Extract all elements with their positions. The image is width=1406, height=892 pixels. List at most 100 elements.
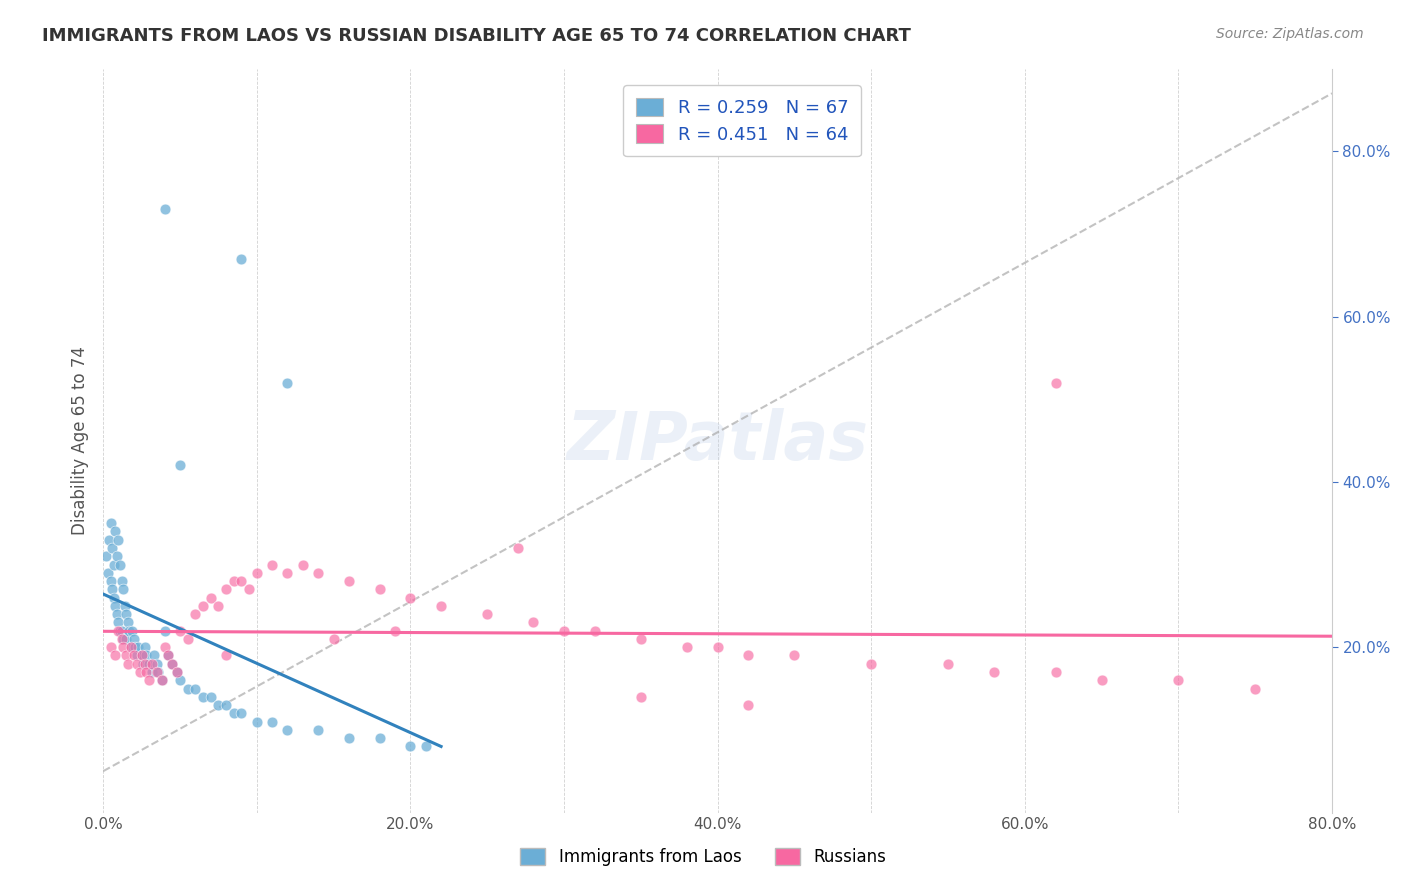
Point: [115, 648, 138, 663]
Point: [108, 558, 131, 572]
Point: [122, 648, 145, 663]
Point: [100, 516, 122, 531]
Point: [153, 202, 176, 216]
Point: [384, 624, 406, 638]
Point: [207, 599, 229, 613]
Point: [132, 657, 155, 671]
Point: [120, 640, 142, 655]
Point: [131, 648, 153, 663]
Point: [399, 591, 422, 605]
Point: [120, 640, 142, 655]
Point: [207, 698, 229, 712]
Point: [100, 640, 122, 655]
Point: [630, 690, 652, 704]
Point: [246, 714, 269, 729]
Point: [200, 591, 222, 605]
Point: [138, 673, 160, 688]
Point: [506, 541, 529, 555]
Point: [156, 648, 179, 663]
Point: [129, 665, 152, 679]
Point: [1244, 681, 1267, 696]
Point: [191, 690, 214, 704]
Point: [112, 582, 135, 597]
Point: [231, 252, 253, 266]
Point: [142, 648, 165, 663]
Point: [222, 706, 245, 721]
Point: [430, 599, 453, 613]
Point: [184, 607, 207, 621]
Point: [125, 657, 148, 671]
Point: [101, 541, 124, 555]
Text: Source: ZipAtlas.com: Source: ZipAtlas.com: [1216, 27, 1364, 41]
Point: [162, 657, 184, 671]
Point: [169, 673, 191, 688]
Point: [169, 624, 191, 638]
Point: [368, 731, 391, 746]
Point: [860, 657, 883, 671]
Point: [176, 681, 198, 696]
Point: [191, 599, 214, 613]
Point: [141, 665, 163, 679]
Point: [200, 690, 222, 704]
Point: [103, 558, 125, 572]
Text: IMMIGRANTS FROM LAOS VS RUSSIAN DISABILITY AGE 65 TO 74 CORRELATION CHART: IMMIGRANTS FROM LAOS VS RUSSIAN DISABILI…: [42, 27, 911, 45]
Point: [108, 624, 131, 638]
Point: [103, 591, 125, 605]
Point: [107, 615, 129, 630]
Point: [146, 665, 169, 679]
Point: [337, 731, 360, 746]
Point: [115, 607, 138, 621]
Point: [176, 632, 198, 646]
Point: [307, 723, 329, 737]
Point: [522, 615, 544, 630]
Point: [124, 640, 146, 655]
Point: [105, 607, 128, 621]
Point: [583, 624, 606, 638]
Point: [127, 640, 149, 655]
Point: [276, 566, 298, 580]
Point: [1045, 376, 1067, 390]
Point: [148, 665, 170, 679]
Point: [117, 657, 139, 671]
Point: [166, 665, 188, 679]
Point: [399, 739, 422, 754]
Point: [112, 640, 135, 655]
Point: [104, 524, 127, 539]
Point: [262, 558, 284, 572]
Point: [215, 582, 238, 597]
Legend: Immigrants from Laos, Russians: Immigrants from Laos, Russians: [512, 840, 894, 875]
Point: [166, 665, 188, 679]
Point: [231, 574, 253, 588]
Point: [276, 376, 298, 390]
Point: [121, 624, 143, 638]
Point: [337, 574, 360, 588]
Point: [107, 624, 129, 638]
Point: [153, 624, 176, 638]
Point: [117, 615, 139, 630]
Point: [101, 582, 124, 597]
Point: [134, 640, 156, 655]
Point: [98, 533, 121, 547]
Point: [1045, 665, 1067, 679]
Point: [238, 582, 260, 597]
Point: [138, 657, 160, 671]
Point: [118, 624, 141, 638]
Point: [134, 657, 156, 671]
Point: [122, 632, 145, 646]
Point: [936, 657, 959, 671]
Point: [150, 673, 173, 688]
Point: [231, 706, 253, 721]
Point: [676, 640, 699, 655]
Point: [97, 566, 120, 580]
Point: [737, 698, 759, 712]
Point: [115, 632, 138, 646]
Point: [107, 533, 129, 547]
Point: [783, 648, 806, 663]
Point: [162, 657, 184, 671]
Point: [307, 566, 329, 580]
Point: [135, 665, 157, 679]
Text: ZIPatlas: ZIPatlas: [567, 408, 869, 474]
Point: [110, 632, 132, 646]
Point: [141, 657, 163, 671]
Point: [215, 648, 238, 663]
